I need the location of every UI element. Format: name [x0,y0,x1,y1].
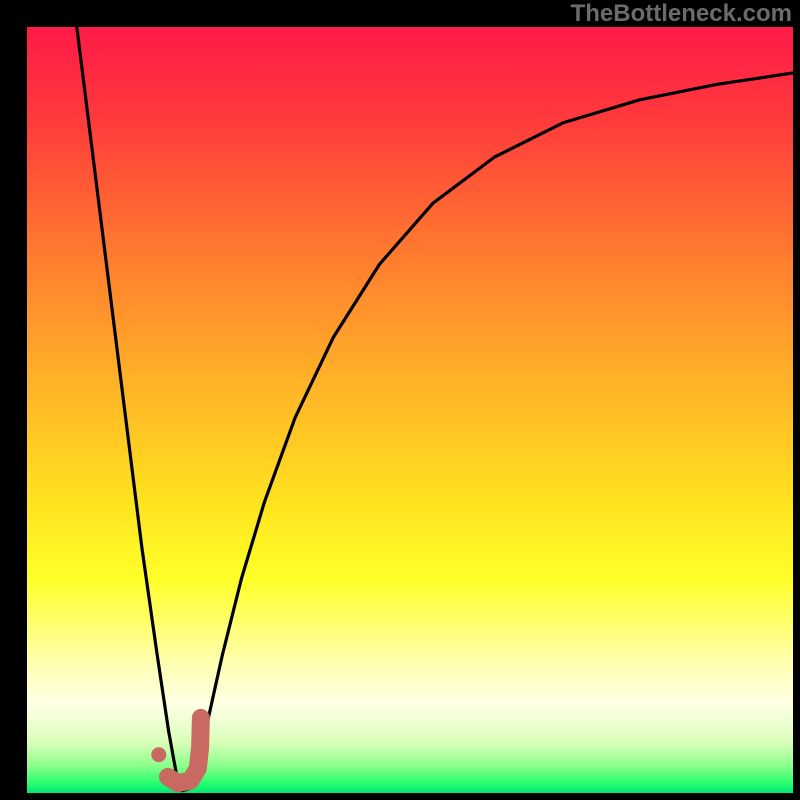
gradient-background [27,27,793,793]
bottleneck-chart [0,0,800,800]
watermark-text: TheBottleneck.com [571,0,792,28]
